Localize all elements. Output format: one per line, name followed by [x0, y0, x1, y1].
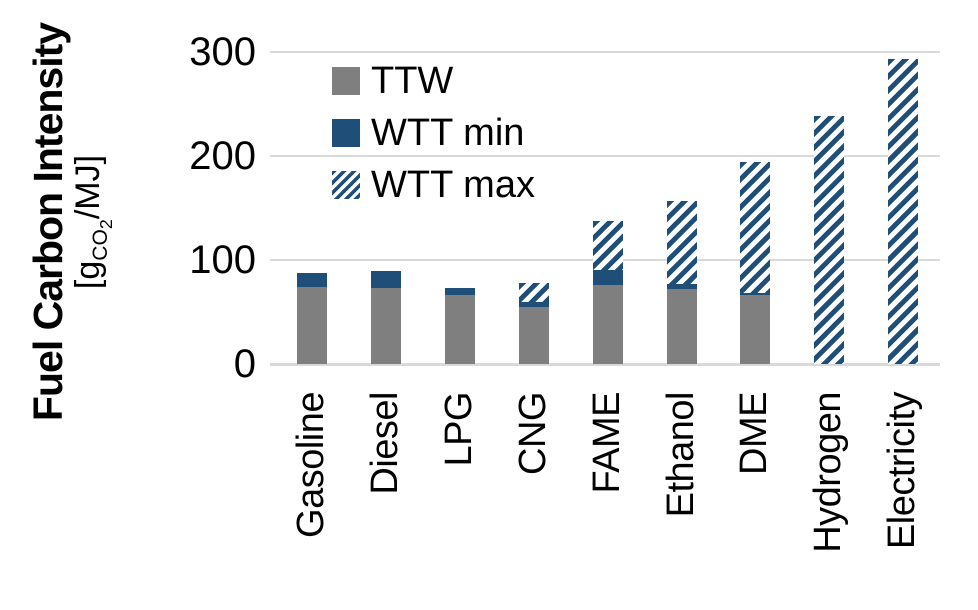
- y-axis-units: [gCO2/MJ]: [68, 154, 116, 290]
- legend-item-wtt-min: WTT min: [332, 110, 535, 156]
- legend-label: WTT max: [371, 163, 535, 206]
- navy-hatched-square-icon: [332, 171, 360, 199]
- segment-ttw: [444, 295, 475, 364]
- bar-electricity: [888, 59, 919, 364]
- y-tick-label-0: 0: [233, 342, 256, 386]
- segment-wtt-min: [297, 272, 327, 288]
- x-label-cng: CNG: [511, 392, 554, 475]
- x-label-electricity: Electricity: [881, 392, 924, 550]
- y-tick-label-200: 200: [189, 134, 256, 178]
- segment-wtt-min: [444, 288, 475, 296]
- x-label-dme: DME: [733, 392, 776, 475]
- segment-wtt-max: [888, 59, 919, 364]
- bar-lpg: [444, 288, 475, 364]
- y-axis-title: Fuel Carbon Intensity [gCO2/MJ]: [23, 0, 119, 452]
- bar-ethanol: [666, 200, 697, 364]
- segment-ttw: [666, 289, 697, 364]
- bar-gasoline: [297, 272, 327, 364]
- y-tick-label-100: 100: [189, 238, 256, 282]
- x-axis-line: [270, 363, 940, 366]
- plot-area: [270, 51, 940, 366]
- segment-wtt-max: [592, 220, 623, 271]
- y-tick-label-300: 300: [189, 30, 256, 74]
- x-label-diesel: Diesel: [363, 392, 406, 495]
- bar-dme: [740, 162, 771, 364]
- segment-wtt-min: [370, 271, 401, 289]
- segment-ttw: [740, 295, 771, 364]
- segment-wtt-min: [592, 270, 623, 285]
- segment-ttw: [297, 287, 327, 364]
- segment-wtt-max: [740, 162, 771, 294]
- units-subscript-2: 2: [95, 219, 116, 230]
- x-label-lpg: LPG: [437, 392, 480, 467]
- legend-item-wtt-max: WTT max: [332, 162, 535, 208]
- segment-wtt-min: [740, 293, 771, 296]
- units-suffix: /MJ]: [68, 154, 107, 220]
- segment-ttw: [592, 284, 623, 364]
- gridline-200: [270, 155, 940, 157]
- legend-label: TTW: [371, 59, 454, 102]
- x-label-gasoline: Gasoline: [290, 392, 332, 538]
- bar-fame: [592, 220, 623, 364]
- gridline-300: [270, 51, 940, 53]
- segment-wtt-min: [666, 283, 697, 290]
- navy-square-icon: [332, 119, 360, 147]
- x-label-hydrogen: Hydrogen: [807, 392, 850, 553]
- segment-wtt-max: [518, 282, 549, 302]
- legend-label: WTT min: [371, 111, 525, 154]
- legend: TTW WTT min WTT max: [332, 58, 535, 208]
- segment-wtt-max: [666, 200, 697, 284]
- units-prefix: [g: [68, 260, 107, 290]
- bar-cng: [518, 282, 549, 364]
- x-label-ethanol: Ethanol: [659, 392, 702, 518]
- units-subscript: CO: [88, 229, 112, 261]
- bar-diesel: [370, 271, 401, 364]
- bar-hydrogen: [814, 116, 845, 364]
- y-axis-title-text: Fuel Carbon Intensity: [25, 22, 72, 422]
- x-label-fame: FAME: [585, 392, 628, 494]
- segment-wtt-min: [518, 301, 549, 307]
- segment-ttw: [518, 306, 549, 364]
- segment-ttw: [370, 288, 401, 364]
- segment-wtt-max: [814, 116, 845, 364]
- legend-item-ttw: TTW: [332, 58, 535, 104]
- gray-square-icon: [332, 67, 360, 95]
